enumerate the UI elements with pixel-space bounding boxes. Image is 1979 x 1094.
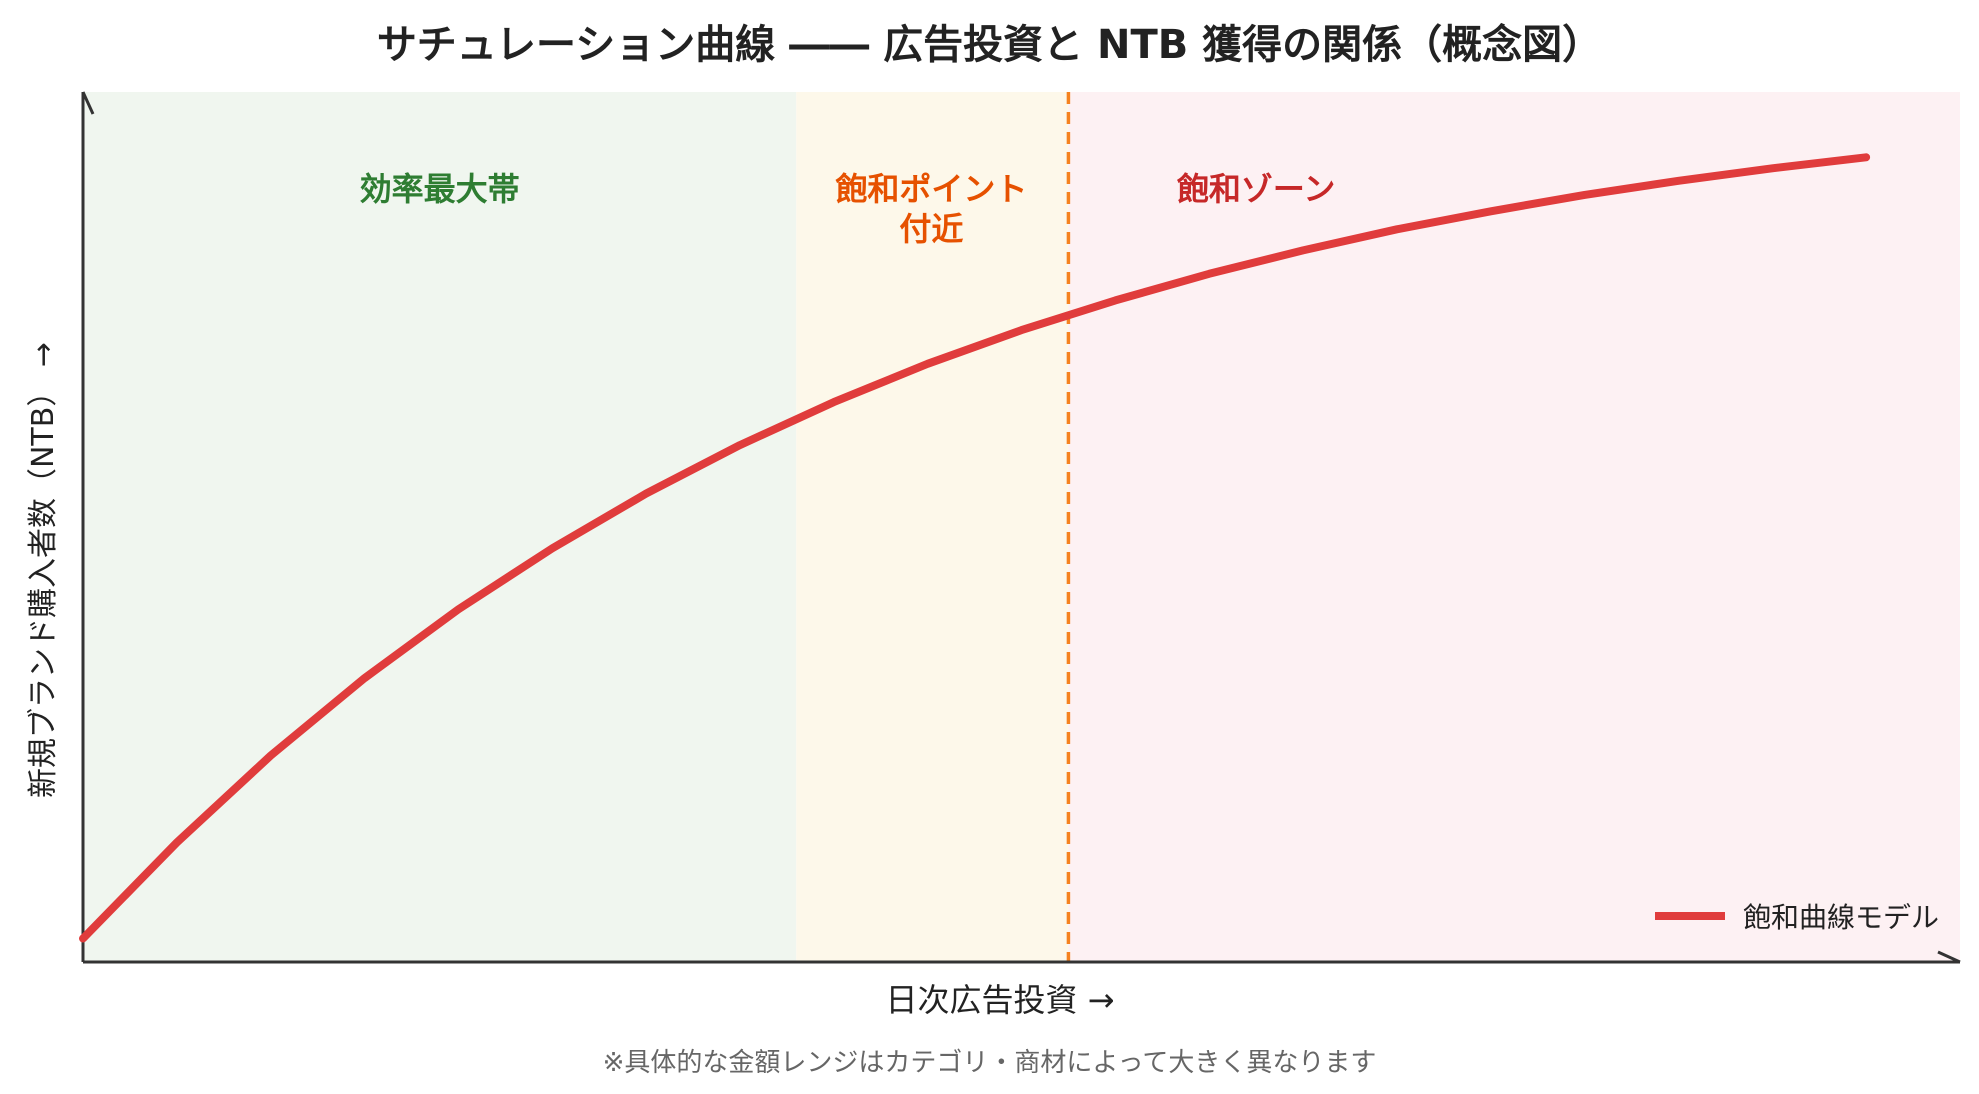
footnote: ※具体的な金額レンジはカテゴリ・商材によって大きく異なります [602, 1048, 1377, 1078]
x-axis-arrowhead [1937, 950, 1961, 964]
zone-saturation-point-bg [796, 92, 1069, 962]
y-axis-label: 新規ブランド購入者数（NTB） → [26, 341, 61, 799]
legend: 飽和曲線モデル [1654, 896, 1939, 936]
zone-saturation-point-label: 飽和ポイント付近 [835, 170, 1027, 248]
legend-label: 飽和曲線モデル [1742, 901, 1939, 934]
x-axis-label: 日次広告投資 → [885, 981, 1115, 1019]
legend-swatch [1654, 912, 1725, 920]
zone-saturated-label: 飽和ゾーン [1177, 170, 1335, 208]
zone-saturated-bg [1068, 92, 1960, 962]
saturation-curve-line [79, 153, 1871, 943]
chart-title: サチュレーション曲線 ―― 広告投資と NTB 獲得の関係（概念図） [376, 22, 1603, 68]
zone-efficient-label: 効率最大帯 [360, 170, 520, 208]
y-axis-arrowhead [81, 91, 95, 115]
